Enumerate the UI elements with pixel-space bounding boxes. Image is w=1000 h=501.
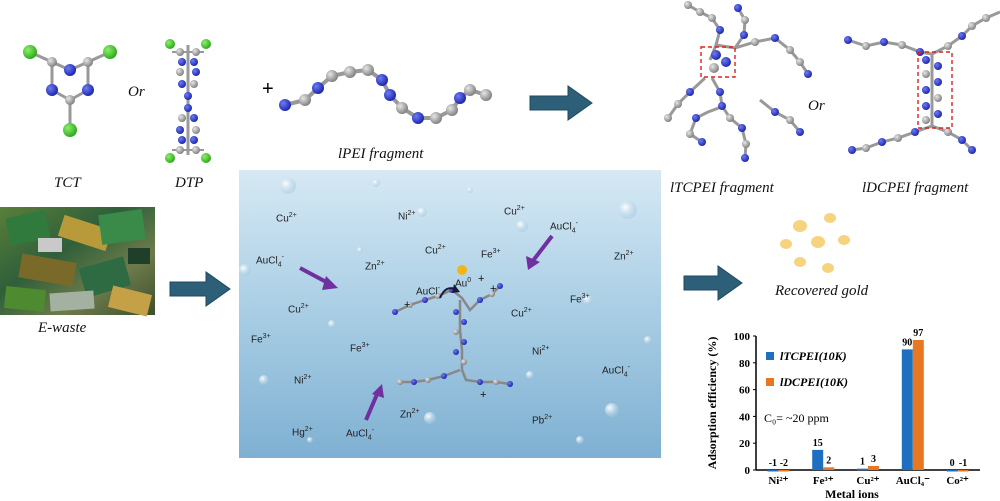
y-tick-label: 60: [739, 385, 751, 397]
ion-label: Hg2+: [292, 426, 313, 439]
water-scene: [239, 170, 661, 458]
ion-label: AuCl4-: [602, 364, 630, 379]
bar: [823, 467, 835, 470]
ion-label: AuCl4-: [256, 254, 284, 269]
svg-text:+: +: [404, 299, 410, 311]
ion-label: AuCl4-: [346, 427, 374, 442]
data-label: -1: [959, 458, 967, 469]
ion-label: Zn2+: [400, 408, 420, 421]
ewaste-label: E-waste: [38, 320, 87, 336]
tct-molecule: [23, 45, 117, 137]
dtp-label: DTP: [175, 175, 204, 191]
ion-label: Cu2+: [288, 303, 309, 316]
ion-label: Fe3+: [570, 293, 590, 306]
or-label-2: Or: [808, 98, 825, 114]
data-label: 15: [813, 438, 823, 449]
data-label: 97: [913, 328, 923, 339]
ldcpei-atoms: [844, 14, 990, 154]
ion-label: Zn2+: [614, 250, 634, 263]
ldcpei-label: lDCPEI fragment: [862, 180, 969, 196]
legend-swatch: [766, 352, 774, 360]
x-tick-label: Cu²⁺: [856, 475, 879, 487]
ion-label: Ni2+: [398, 210, 416, 223]
charge-marks: + + + +: [404, 273, 496, 401]
ltcpei-atoms: [664, 1, 812, 162]
recovered-gold-label: Recovered gold: [775, 283, 869, 299]
y-tick-label: 100: [734, 331, 751, 343]
lpei-molecule: [279, 64, 492, 124]
ion-label: Cu2+: [425, 244, 446, 257]
ion-label: Cu2+: [276, 212, 297, 225]
bar: [912, 340, 924, 470]
bar: [957, 470, 969, 472]
bar: [901, 349, 913, 470]
x-axis-label: Metal ions: [825, 487, 879, 501]
legend-label: lDCPEI(10K): [780, 375, 848, 389]
data-label: -1: [769, 458, 777, 469]
y-axis-label: Adsorption efficiency (%): [705, 337, 719, 470]
reaction-arrow-top: [529, 85, 593, 121]
plus-sign: +: [262, 78, 274, 100]
bar: [778, 470, 790, 472]
x-tick-label: Ni²⁺: [768, 475, 788, 487]
svg-text:+: +: [478, 273, 484, 285]
data-label: 0: [950, 458, 955, 469]
gold-particles: [780, 213, 850, 273]
y-tick-label: 80: [739, 358, 751, 370]
ion-label: Fe3+: [481, 248, 501, 261]
ion-label: AuCl-: [416, 285, 441, 298]
ldcpei-molecule: [847, 10, 1000, 152]
bar: [868, 465, 879, 470]
bar: [946, 470, 958, 472]
ewaste-photo: [0, 207, 155, 317]
x-tick-label: Fe³⁺: [813, 475, 834, 487]
ion-label: Ni2+: [532, 345, 550, 358]
svg-text:+: +: [480, 389, 486, 401]
or-label-1: Or: [128, 84, 145, 100]
x-tick-label: Co²⁺: [946, 475, 969, 487]
bar: [812, 449, 824, 470]
data-label: 2: [826, 455, 831, 466]
tct-label: TCT: [54, 175, 81, 191]
data-label: 90: [902, 337, 912, 348]
ion-label: AuCl4-: [550, 220, 578, 235]
ion-label: Zn2+: [365, 260, 385, 273]
concentration-annotation: C₀= ~20 ppm: [764, 411, 829, 425]
dtp-molecule: [165, 39, 211, 163]
data-label: 1: [860, 457, 865, 468]
lpei-label: lPEI fragment: [338, 146, 424, 162]
y-tick-label: 20: [739, 438, 751, 450]
data-label: 3: [871, 454, 876, 465]
ion-label: Au0: [455, 277, 472, 290]
svg-text:+: +: [490, 283, 496, 295]
x-tick-label: AuCl₄⁻: [896, 475, 930, 487]
ion-label: Fe3+: [350, 342, 370, 355]
y-tick-label: 0: [745, 465, 751, 477]
arrow-to-water: [169, 271, 231, 307]
legend-swatch: [766, 378, 774, 386]
arrow-to-gold: [683, 265, 743, 301]
bar: [857, 468, 868, 471]
bar: [767, 470, 779, 472]
legend-label: lTCPEI(10K): [780, 349, 847, 363]
y-tick-label: 40: [739, 411, 751, 423]
ion-label: Pb2+: [532, 414, 553, 427]
ltcpei-label: lTCPEI fragment: [670, 180, 774, 196]
chart-bars: [767, 340, 969, 472]
ion-label: Cu2+: [511, 307, 532, 320]
ion-label: Fe3+: [251, 333, 271, 346]
ion-label: Cu2+: [504, 205, 525, 218]
data-label: -2: [780, 458, 788, 469]
ion-label: Ni2+: [294, 374, 312, 387]
